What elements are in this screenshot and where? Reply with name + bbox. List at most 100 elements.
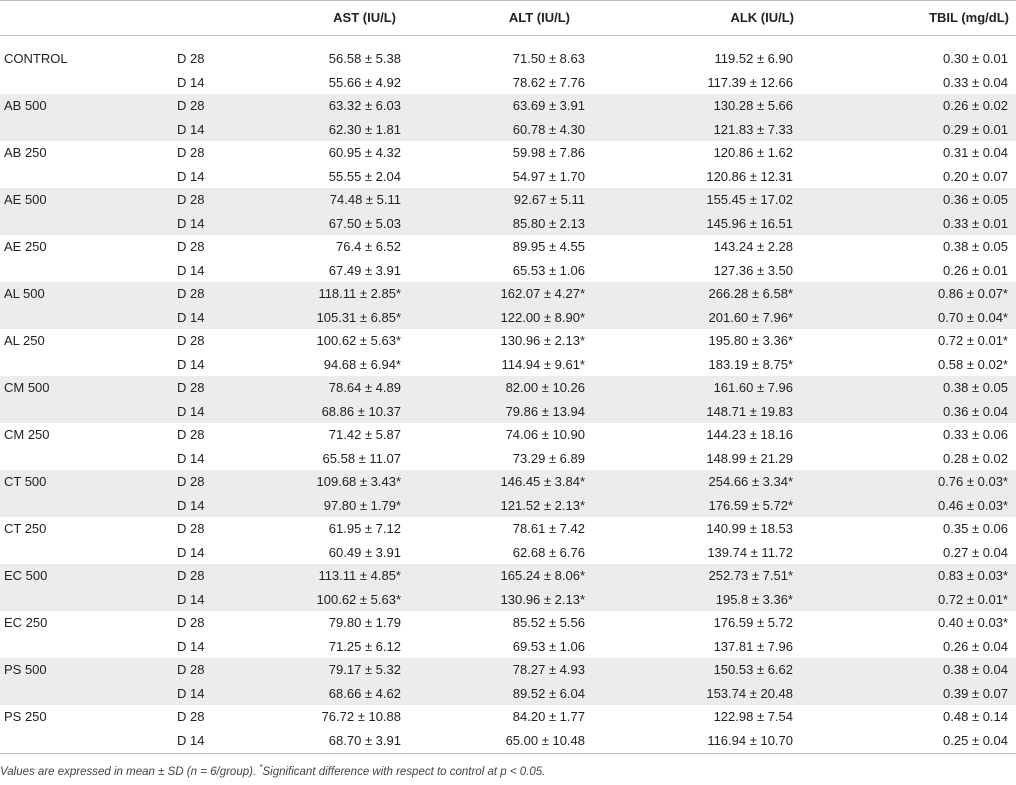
cell-group: CT 250 — [4, 521, 47, 536]
cell-day: D 14 — [177, 638, 205, 654]
cell-alk: 150.53 ± 6.62 — [713, 662, 793, 677]
cell-tbil: 0.36 ± 0.05 — [943, 192, 1008, 207]
cell-alt: 78.62 ± 7.76 — [512, 74, 585, 90]
cell-day: D 14 — [177, 591, 205, 607]
cell-alt: 65.00 ± 10.48 — [505, 732, 585, 748]
cell-tbil: 0.39 ± 0.07 — [943, 685, 1008, 701]
cell-group: CONTROL — [4, 51, 68, 66]
cell-alk: 201.60 ± 7.96* — [708, 309, 793, 325]
cell-tbil: 0.76 ± 0.03* — [937, 474, 1008, 489]
cell-day: D 14 — [177, 215, 205, 231]
cell-alt: 71.50 ± 8.63 — [512, 51, 585, 66]
cell-tbil: 0.26 ± 0.04 — [943, 638, 1008, 654]
cell-day: D 28 — [177, 662, 205, 677]
table-row: D 14 67.50 ± 5.03 85.80 ± 2.13 145.96 ± 16.… — [0, 211, 1016, 235]
cell-tbil: 0.38 ± 0.04 — [943, 662, 1008, 677]
cell-ast: 113.11 ± 4.85* — [318, 568, 401, 583]
table-bottom-rule — [0, 753, 1016, 754]
cell-ast: 94.68 ± 6.94* — [323, 356, 401, 372]
cell-alk: 139.74 ± 11.72 — [707, 544, 793, 560]
cell-alt: 114.94 ± 9.61* — [501, 356, 585, 372]
cell-tbil: 0.58 ± 0.02* — [937, 356, 1008, 372]
table-row: AE 500 D 28 74.48 ± 5.11 92.67 ± 5.11 155.45… — [0, 188, 1016, 212]
cell-day: D 28 — [177, 568, 205, 583]
cell-day: D 28 — [177, 333, 205, 348]
cell-alk: 145.96 ± 16.51 — [706, 215, 793, 231]
cell-alt: 92.67 ± 5.11 — [513, 192, 585, 207]
cell-alt: 121.52 ± 2.13* — [500, 497, 585, 513]
cell-day: D 14 — [177, 74, 205, 90]
cell-alk: 137.81 ± 7.96 — [713, 638, 793, 654]
cell-tbil: 0.72 ± 0.01* — [937, 333, 1008, 348]
table-row: D 14 68.70 ± 3.91 65.00 ± 10.48 116.94 ± 10… — [0, 729, 1016, 753]
cell-ast: 56.58 ± 5.38 — [328, 51, 401, 66]
cell-ast: 67.50 ± 5.03 — [328, 215, 401, 231]
cell-tbil: 0.35 ± 0.06 — [943, 521, 1008, 536]
cell-group: EC 250 — [4, 615, 48, 630]
cell-group: CT 500 — [4, 474, 47, 489]
cell-tbil: 0.72 ± 0.01* — [937, 591, 1008, 607]
cell-ast: 100.62 ± 5.63* — [316, 591, 401, 607]
cell-alt: 74.06 ± 10.90 — [505, 427, 585, 442]
cell-alt: 85.52 ± 5.56 — [512, 615, 585, 630]
cell-alk: 144.23 ± 18.16 — [706, 427, 793, 442]
cell-tbil: 0.30 ± 0.01 — [943, 51, 1008, 66]
table-header: AST (IU/L) ALT (IU/L) ALK (IU/L) TBIL (m… — [0, 0, 1016, 36]
cell-alt: 85.80 ± 2.13 — [512, 215, 585, 231]
cell-day: D 28 — [177, 51, 205, 66]
table-row: D 14 100.62 ± 5.63* 130.96 ± 2.13* 195.8 ± … — [0, 587, 1016, 611]
table-row: D 14 60.49 ± 3.91 62.68 ± 6.76 139.74 ± 11.… — [0, 541, 1016, 565]
cell-ast: 60.49 ± 3.91 — [328, 544, 401, 560]
table-row: AL 500 D 28 118.11 ± 2.85* 162.07 ± 4.27* 26… — [0, 282, 1016, 306]
table-footnote: Values are expressed in mean ± SD (n = 6… — [0, 763, 545, 778]
table-row: CM 250 D 28 71.42 ± 5.87 74.06 ± 10.90 144.2… — [0, 423, 1016, 447]
cell-alt: 122.00 ± 8.90* — [500, 309, 585, 325]
table-row: CM 500 D 28 78.64 ± 4.89 82.00 ± 10.26 161.6… — [0, 376, 1016, 400]
cell-ast: 55.66 ± 4.92 — [328, 74, 401, 90]
cell-ast: 67.49 ± 3.91 — [328, 262, 401, 278]
cell-day: D 28 — [177, 427, 205, 442]
cell-alt: 73.29 ± 6.89 — [512, 450, 585, 466]
cell-tbil: 0.86 ± 0.07* — [937, 286, 1008, 301]
cell-tbil: 0.33 ± 0.01 — [943, 215, 1008, 231]
cell-alt: 82.00 ± 10.26 — [505, 380, 585, 395]
cell-day: D 14 — [177, 356, 205, 372]
cell-tbil: 0.31 ± 0.04 — [943, 145, 1008, 160]
cell-alk: 119.52 ± 6.90 — [714, 51, 793, 66]
cell-group: PS 250 — [4, 709, 47, 724]
cell-tbil: 0.29 ± 0.01 — [943, 121, 1008, 137]
cell-alk: 195.80 ± 3.36* — [708, 333, 793, 348]
cell-group: PS 500 — [4, 662, 47, 677]
cell-alk: 148.71 ± 19.83 — [706, 403, 793, 419]
table-row: D 14 62.30 ± 1.81 60.78 ± 4.30 121.83 ± 7.3… — [0, 117, 1016, 141]
cell-tbil: 0.70 ± 0.04* — [937, 309, 1008, 325]
footnote-mark: * — [259, 763, 263, 772]
cell-alt: 69.53 ± 1.06 — [512, 638, 585, 654]
footnote-rest: Significant difference with respect to c… — [262, 765, 546, 778]
cell-tbil: 0.38 ± 0.05 — [943, 380, 1008, 395]
cell-day: D 14 — [177, 403, 205, 419]
cell-tbil: 0.20 ± 0.07 — [943, 168, 1008, 184]
cell-alt: 130.96 ± 2.13* — [500, 333, 585, 348]
cell-day: D 14 — [177, 497, 205, 513]
cell-tbil: 0.40 ± 0.03* — [937, 615, 1008, 630]
table-row: D 14 94.68 ± 6.94* 114.94 ± 9.61* 183.19 ± … — [0, 353, 1016, 377]
cell-ast: 62.30 ± 1.81 — [328, 121, 401, 137]
cell-alk: 120.86 ± 1.62 — [713, 145, 793, 160]
table-row: D 14 65.58 ± 11.07 73.29 ± 6.89 148.99 ± 21… — [0, 447, 1016, 471]
cell-alk: 252.73 ± 7.51* — [708, 568, 793, 583]
cell-alt: 54.97 ± 1.70 — [512, 168, 585, 184]
cell-tbil: 0.25 ± 0.04 — [943, 732, 1008, 748]
cell-alk: 153.74 ± 20.48 — [706, 685, 793, 701]
cell-alt: 62.68 ± 6.76 — [512, 544, 585, 560]
cell-alt: 130.96 ± 2.13* — [500, 591, 585, 607]
cell-alt: 78.27 ± 4.93 — [512, 662, 585, 677]
cell-ast: 60.95 ± 4.32 — [328, 145, 401, 160]
cell-alt: 146.45 ± 3.84* — [500, 474, 585, 489]
header-ast: AST (IU/L) — [333, 10, 396, 25]
cell-alk: 143.24 ± 2.28 — [713, 239, 793, 254]
table-row: D 14 68.86 ± 10.37 79.86 ± 13.94 148.71 ± 1… — [0, 399, 1016, 423]
cell-day: D 28 — [177, 615, 205, 630]
cell-tbil: 0.33 ± 0.04 — [943, 74, 1008, 90]
cell-ast: 68.70 ± 3.91 — [328, 732, 401, 748]
